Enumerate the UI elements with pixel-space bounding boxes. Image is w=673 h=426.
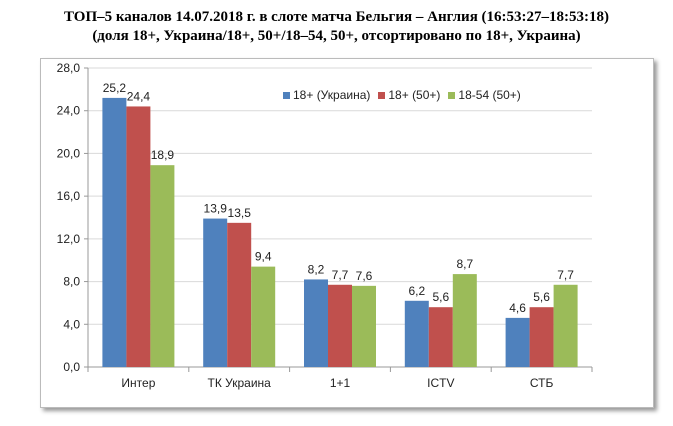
data-label: 5,6: [533, 290, 550, 304]
data-label: 9,4: [255, 250, 272, 264]
bar: [553, 284, 578, 367]
data-label: 18,9: [151, 148, 175, 162]
bar: [452, 274, 477, 367]
y-tick-label: 12,0: [57, 232, 81, 246]
data-label: 7,7: [332, 268, 349, 282]
y-tick-label: 28,0: [57, 61, 81, 75]
data-label: 13,5: [228, 206, 252, 220]
bar: [227, 222, 252, 367]
data-label: 25,2: [103, 81, 127, 95]
data-label: 5,6: [432, 290, 449, 304]
legend-swatch: [448, 92, 456, 99]
chart-title: ТОП–5 каналов 14.07.2018 г. в слоте матч…: [0, 8, 673, 46]
x-tick-label: СТБ: [530, 376, 554, 390]
data-label: 7,7: [557, 268, 574, 282]
legend-item: 18-54 (50+): [448, 88, 521, 102]
y-tick-label: 16,0: [57, 189, 81, 203]
title-line-2: (доля 18+, Украина/18+, 50+/18–54, 50+, …: [92, 28, 581, 44]
legend-item: 18+ (50+): [378, 88, 440, 102]
bar: [203, 218, 228, 367]
bar: [150, 165, 175, 367]
data-label: 24,4: [127, 89, 151, 103]
legend-label: 18-54 (50+): [458, 88, 521, 102]
data-label: 8,2: [308, 262, 325, 276]
x-tick-label: Интер: [121, 376, 155, 390]
legend-swatch: [378, 92, 386, 99]
x-tick-label: ICTV: [427, 376, 454, 390]
y-tick-label: 4,0: [63, 317, 80, 331]
legend-label: 18+ (50+): [388, 88, 441, 102]
data-label: 6,2: [408, 284, 425, 298]
y-tick-label: 20,0: [57, 146, 81, 160]
data-label: 13,9: [204, 202, 228, 216]
bar: [304, 279, 328, 367]
legend-item: 18+ (Украина): [283, 88, 370, 102]
x-tick-label: ТК Украина: [208, 376, 272, 390]
bar: [352, 285, 376, 367]
bar: [126, 106, 151, 367]
bar: [404, 300, 429, 367]
title-line-1: ТОП–5 каналов 14.07.2018 г. в слоте матч…: [63, 9, 610, 25]
bar: [251, 266, 276, 367]
y-tick-label: 0,0: [63, 360, 80, 374]
data-label: 8,7: [456, 257, 473, 271]
data-label: 4,6: [509, 301, 526, 315]
bar: [529, 307, 554, 367]
x-tick-label: 1+1: [330, 376, 351, 390]
bar: [428, 307, 453, 367]
y-tick-label: 8,0: [63, 275, 80, 289]
bar: [505, 317, 530, 367]
data-label: 7,6: [356, 269, 373, 283]
legend-label: 18+ (Украина): [293, 88, 371, 102]
bar: [328, 284, 352, 367]
bar: [102, 97, 127, 368]
legend-swatch: [283, 92, 290, 99]
legend: 18+ (Украина) 18+ (50+) 18-54 (50+): [283, 88, 521, 102]
y-tick-label: 24,0: [57, 104, 81, 118]
